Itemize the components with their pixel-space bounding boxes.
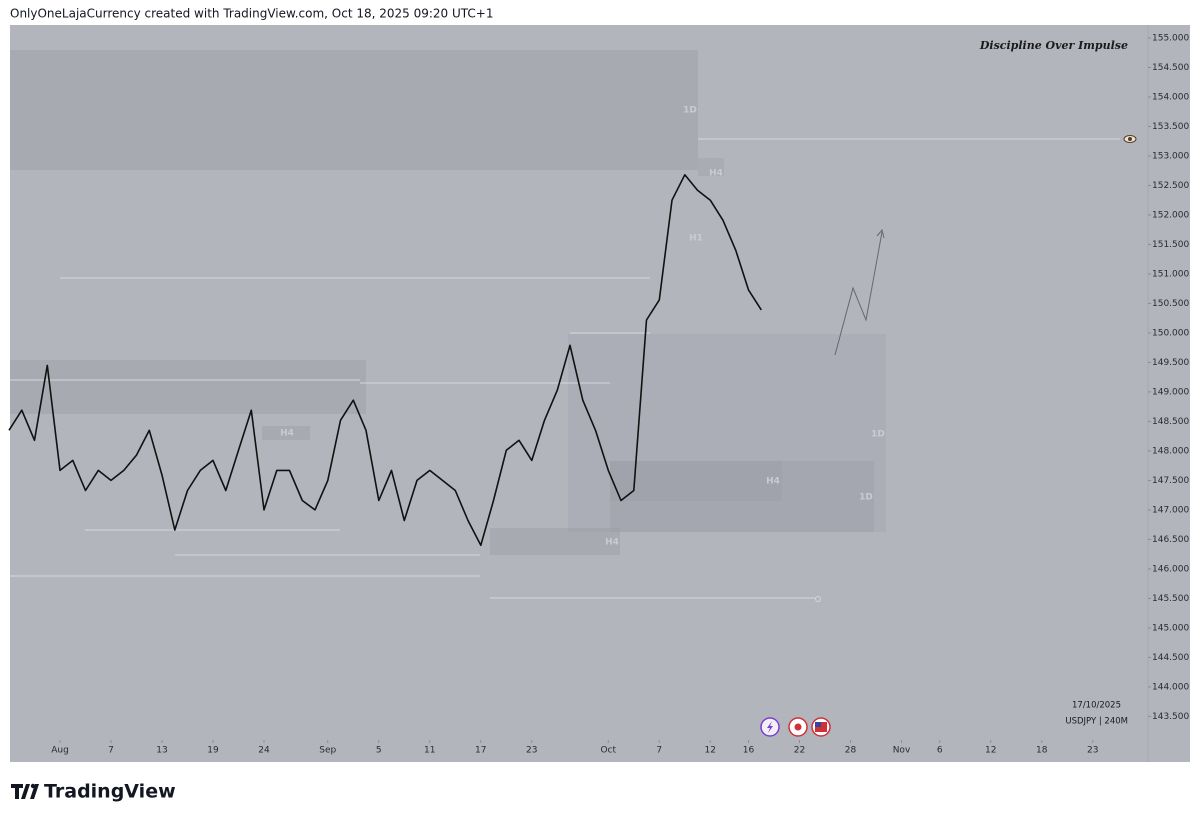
zone	[490, 528, 620, 555]
x-tick-label: 16	[743, 746, 755, 756]
price-line	[8, 174, 762, 547]
date-label: 17/10/2025	[1072, 701, 1121, 711]
y-tick-label: 146.000	[1152, 564, 1189, 574]
y-tick-label: 150.000	[1152, 328, 1189, 338]
event-icon-glyph	[794, 723, 802, 731]
zone-label: H4	[766, 477, 780, 487]
x-tick-label: 22	[794, 746, 805, 756]
zone-label: 1D	[683, 106, 697, 116]
y-tick-label: 152.000	[1152, 210, 1189, 220]
x-tick-label: 13	[156, 746, 167, 756]
zone-label: H4	[280, 429, 294, 439]
x-tick-label: 18	[1036, 746, 1048, 756]
zone	[10, 50, 698, 170]
x-tick-label: 24	[258, 746, 270, 756]
y-tick-label: 147.000	[1152, 505, 1189, 515]
y-tick-label: 144.000	[1152, 682, 1189, 692]
y-tick-label: 149.000	[1152, 387, 1189, 397]
y-tick-label: 148.500	[1152, 417, 1189, 427]
x-tick-label: 19	[207, 746, 219, 756]
axes: 143.500 144.000 144.500 145.000 145.500 146.0…	[51, 33, 1189, 755]
zone-label: 1D	[859, 493, 873, 503]
eye-icon	[1123, 135, 1137, 143]
y-tick-label: 153.000	[1152, 151, 1189, 161]
y-tick-label: 154.000	[1152, 92, 1189, 102]
brand: TradingView	[44, 781, 176, 803]
y-tick-label: 145.000	[1152, 623, 1189, 633]
projection	[834, 231, 883, 356]
x-tick-label: 12	[705, 746, 716, 756]
x-tick-label: Aug	[51, 746, 69, 756]
x-tick-label: Oct	[600, 746, 616, 756]
x-tick-label: Nov	[893, 746, 911, 756]
y-tick-label: 151.500	[1152, 240, 1189, 250]
zone-label: H1	[689, 234, 703, 244]
event-icon-glyph	[815, 722, 821, 727]
levels	[10, 138, 1120, 599]
y-tick-label: 149.500	[1152, 358, 1189, 368]
y-tick-label: 154.500	[1152, 63, 1189, 73]
zone	[10, 360, 366, 414]
y-tick-label: 148.000	[1152, 446, 1189, 456]
series	[8, 174, 762, 547]
zone	[698, 158, 724, 176]
projection-arrowhead	[876, 228, 885, 239]
symbol-label: USDJPY | 240M	[1065, 717, 1128, 727]
y-tick-label: 153.500	[1152, 122, 1189, 132]
level-marker	[815, 596, 821, 602]
y-tick-label: 147.500	[1152, 476, 1189, 486]
y-tick-label: 151.000	[1152, 269, 1189, 279]
x-tick-label: 7	[108, 746, 114, 756]
x-tick-label: Sep	[319, 746, 336, 756]
zone	[610, 461, 782, 501]
zone	[610, 461, 874, 532]
x-tick-label: 7	[656, 746, 662, 756]
x-tick-label: 17	[475, 746, 486, 756]
x-tick-label: 11	[424, 746, 435, 756]
x-tick-label: 12	[985, 746, 996, 756]
event-icon-glyph	[767, 721, 773, 733]
zone-label: 1D	[871, 430, 885, 440]
x-tick-label: 23	[1087, 746, 1098, 756]
x-tick-label: 28	[845, 746, 857, 756]
header: OnlyOneLajaCurrency created with Trading…	[10, 7, 494, 21]
y-tick-label: 155.000	[1152, 33, 1189, 43]
y-tick-label: 146.500	[1152, 535, 1189, 545]
x-tick-label: 6	[937, 746, 943, 756]
event-icons	[760, 717, 831, 737]
zone-label: H4	[709, 169, 723, 179]
x-tick-label: 23	[526, 746, 537, 756]
y-tick-label: 150.500	[1152, 299, 1189, 309]
y-tick-label: 143.500	[1152, 712, 1189, 722]
chart-title: Discipline Over Impulse	[979, 39, 1128, 52]
y-tick-label: 152.500	[1152, 181, 1189, 191]
zone-label: H4	[605, 538, 619, 548]
x-tick-label: 5	[376, 746, 382, 756]
y-tick-label: 144.500	[1152, 653, 1189, 663]
brand-logo	[11, 783, 39, 799]
y-tick-label: 145.500	[1152, 594, 1189, 604]
zone	[262, 426, 310, 440]
